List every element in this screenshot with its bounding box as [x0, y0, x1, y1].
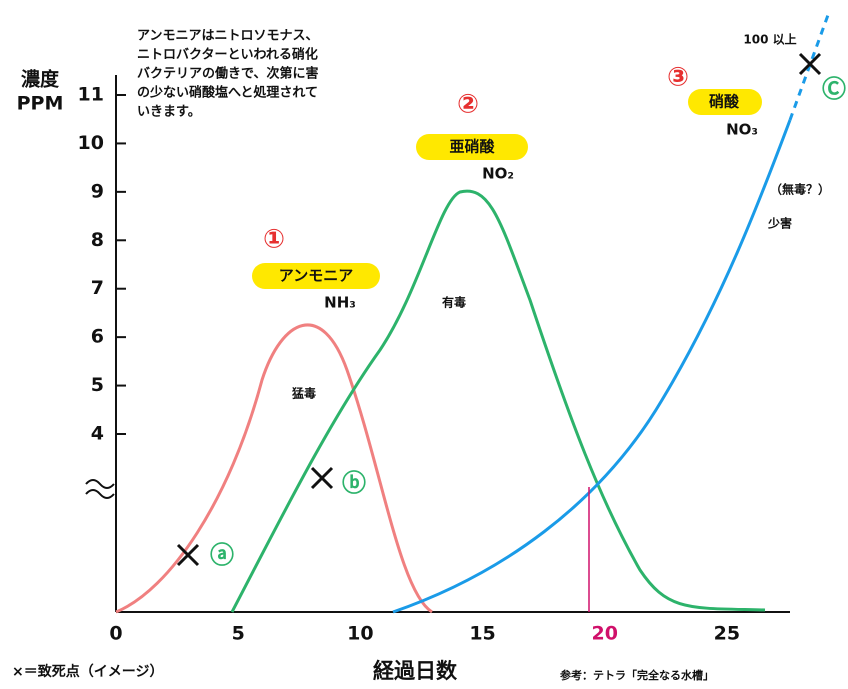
y-label: PPM — [17, 93, 64, 115]
y-tick-label: 9 — [91, 180, 104, 202]
source: 参考：テトラ「完全なる水槽」 — [560, 668, 714, 682]
marker-c: Ⓒ — [822, 75, 846, 103]
y-tick-label: 8 — [91, 229, 104, 251]
nitrate-curve-dashed — [788, 14, 830, 121]
note-line: の少ない硝酸塩へと処理されて — [137, 85, 318, 101]
number: ① — [263, 225, 285, 255]
pill — [688, 89, 762, 115]
y-tick-label: 5 — [91, 374, 104, 396]
label: 硝酸 — [709, 93, 740, 111]
toxicity-note: （無毒？） — [770, 182, 830, 197]
ammonia-curve — [115, 323, 433, 614]
nitrate-curve — [392, 119, 792, 614]
x-tick-label: 15 — [469, 623, 495, 645]
x-tick-label: 5 — [232, 623, 245, 645]
formula: NO₃ — [726, 121, 758, 139]
y-tick-label: 10 — [78, 132, 104, 154]
note-line: アンモニアはニトロソモナス、 — [137, 29, 318, 44]
note-line: いきます。 — [137, 105, 201, 120]
x-tick-label: 0 — [109, 623, 122, 645]
toxicity: 少害 — [767, 216, 792, 231]
x-tick-label: 20 — [592, 623, 618, 645]
note-line: ニトロバクターといわれる硝化 — [137, 47, 318, 63]
y-tick-label: 11 — [78, 84, 104, 106]
x-tick-label: 10 — [347, 623, 373, 645]
toxicity: 有毒 — [442, 295, 466, 310]
toxicity: 猛毒 — [291, 386, 316, 401]
x-tick-label: 25 — [714, 623, 740, 645]
y-tick-label: 6 — [91, 326, 104, 348]
axis-break — [85, 479, 115, 499]
number: ③ — [667, 63, 689, 93]
formula: NH₃ — [324, 294, 356, 312]
legend-note: ×＝致死点（イメージ） — [12, 663, 163, 680]
lethal-markers — [176, 52, 822, 567]
pill — [252, 263, 380, 289]
x-label: 経過日数 — [373, 659, 458, 683]
label: 亜硝酸 — [449, 138, 495, 156]
nitrite-curve — [230, 189, 766, 613]
y-label: 濃度 — [21, 68, 60, 91]
y-tick-label: 4 — [91, 423, 104, 445]
y-tick-label: 7 — [91, 277, 104, 299]
number: ② — [457, 90, 479, 120]
label: アンモニア — [279, 267, 353, 285]
marker-b: ⓑ — [342, 469, 366, 497]
over-100: 100 以上 — [743, 32, 796, 47]
formula: NO₂ — [482, 165, 514, 183]
note-line: バクテリアの働きで、次第に害 — [137, 66, 318, 82]
marker-a: ⓐ — [210, 541, 234, 569]
pill — [416, 134, 528, 160]
